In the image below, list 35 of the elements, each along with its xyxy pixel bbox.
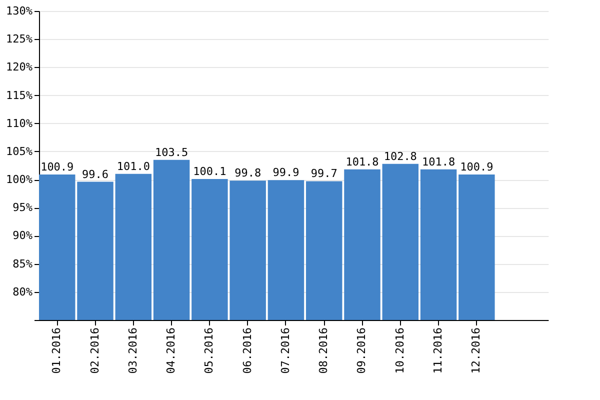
- y-tick-label: 110%: [6, 116, 33, 130]
- y-tick-label: 105%: [6, 144, 33, 158]
- data-label: 100.1: [193, 164, 226, 178]
- y-tick-label: 100%: [6, 173, 33, 186]
- data-label: 101.8: [422, 155, 456, 168]
- data-label: 100.9: [40, 160, 74, 174]
- y-tick-label: 125%: [6, 32, 33, 46]
- data-label: 99.7: [310, 167, 338, 180]
- x-tick-label: 03.2016: [126, 327, 140, 374]
- y-tick-label: 120%: [6, 60, 33, 74]
- data-label: 99.6: [82, 168, 108, 181]
- x-tick-label: 02.2016: [88, 327, 102, 374]
- y-tick-label: 90%: [12, 229, 33, 242]
- x-tick-label: 01.2016: [50, 327, 64, 374]
- data-label: 102.8: [384, 150, 417, 163]
- data-label: 100.9: [460, 160, 494, 174]
- y-tick-label: 115%: [6, 88, 33, 102]
- y-tick-label: 95%: [12, 201, 33, 214]
- y-tick-label: 80%: [12, 285, 33, 298]
- data-label: 101.8: [346, 155, 379, 168]
- x-tick-label: 09.2016: [355, 327, 368, 374]
- x-tick-label: 08.2016: [317, 327, 330, 374]
- y-tick-label: 130%: [6, 4, 33, 18]
- data-label: 101.0: [116, 160, 150, 173]
- data-label: 103.5: [155, 146, 188, 159]
- x-tick-label: 12.2016: [470, 327, 483, 374]
- y-tick-label: 85%: [12, 257, 33, 270]
- x-tick-label: 06.2016: [240, 327, 254, 374]
- x-tick-label: 10.2016: [393, 327, 406, 374]
- x-tick-label: 07.2016: [278, 327, 292, 374]
- data-label: 99.8: [234, 166, 262, 180]
- data-label: 99.9: [272, 166, 300, 180]
- x-tick-label: 11.2016: [432, 327, 445, 374]
- x-tick-label: 05.2016: [202, 327, 216, 374]
- x-tick-label: 04.2016: [164, 327, 178, 374]
